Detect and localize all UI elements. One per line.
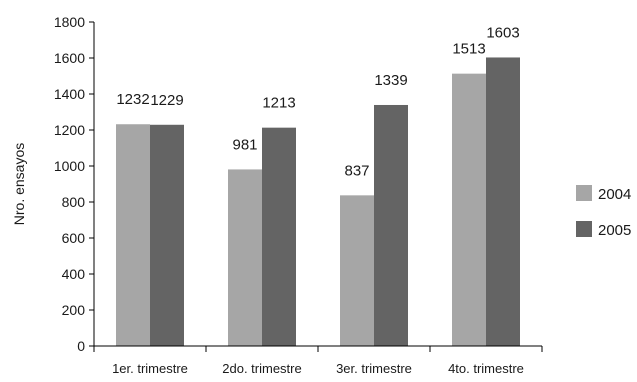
- y-tick-label: 600: [62, 230, 86, 246]
- data-label: 837: [344, 162, 369, 179]
- legend-label: 2004: [598, 186, 631, 203]
- data-label: 981: [232, 136, 257, 153]
- x-axis: 1er. trimestre 2do. trimestre 3er. trimest…: [93, 345, 543, 376]
- x-category-label: 2do. trimestre: [222, 361, 301, 376]
- y-tick-label: 1800: [54, 14, 85, 30]
- y-tick-label: 1000: [54, 158, 85, 174]
- bar-2004-2: [228, 169, 262, 346]
- y-axis-title: Nro. ensayos: [11, 143, 27, 225]
- data-label: 1232: [116, 91, 149, 108]
- bar-2005-2: [262, 127, 296, 346]
- x-category-label: 4to. trimestre: [448, 361, 524, 376]
- y-tick-label: 400: [62, 266, 86, 282]
- y-tick-label: 800: [62, 194, 86, 210]
- y-tick-label: 0: [77, 338, 85, 354]
- data-label: 1213: [262, 95, 295, 112]
- y-axis: 0 200 400 600 800 1000 1200 1400 1600 1800: [54, 14, 95, 354]
- legend-label: 2005: [598, 222, 631, 239]
- data-label: 1229: [150, 92, 183, 109]
- y-tick-label: 1400: [54, 86, 85, 102]
- bar-2005-4: [486, 57, 520, 347]
- data-label: 1603: [486, 24, 519, 41]
- y-tick-label: 1200: [54, 122, 85, 138]
- bars: [116, 57, 520, 347]
- x-category-label: 1er. trimestre: [112, 361, 188, 376]
- legend-swatch-2005: [576, 221, 592, 237]
- y-tick-label: 200: [62, 302, 86, 318]
- x-category-label: 3er. trimestre: [336, 361, 412, 376]
- legend-swatch-2004: [576, 185, 592, 201]
- y-tick-label: 1600: [54, 50, 85, 66]
- data-label: 1339: [374, 72, 407, 89]
- bar-2005-3: [374, 104, 408, 346]
- bar-2004-1: [116, 124, 150, 347]
- bar-2004-3: [340, 195, 374, 346]
- legend: 2004 2005: [576, 185, 631, 239]
- data-label: 1513: [452, 41, 485, 58]
- bar-2005-1: [150, 124, 184, 346]
- bar-2004-4: [452, 73, 486, 346]
